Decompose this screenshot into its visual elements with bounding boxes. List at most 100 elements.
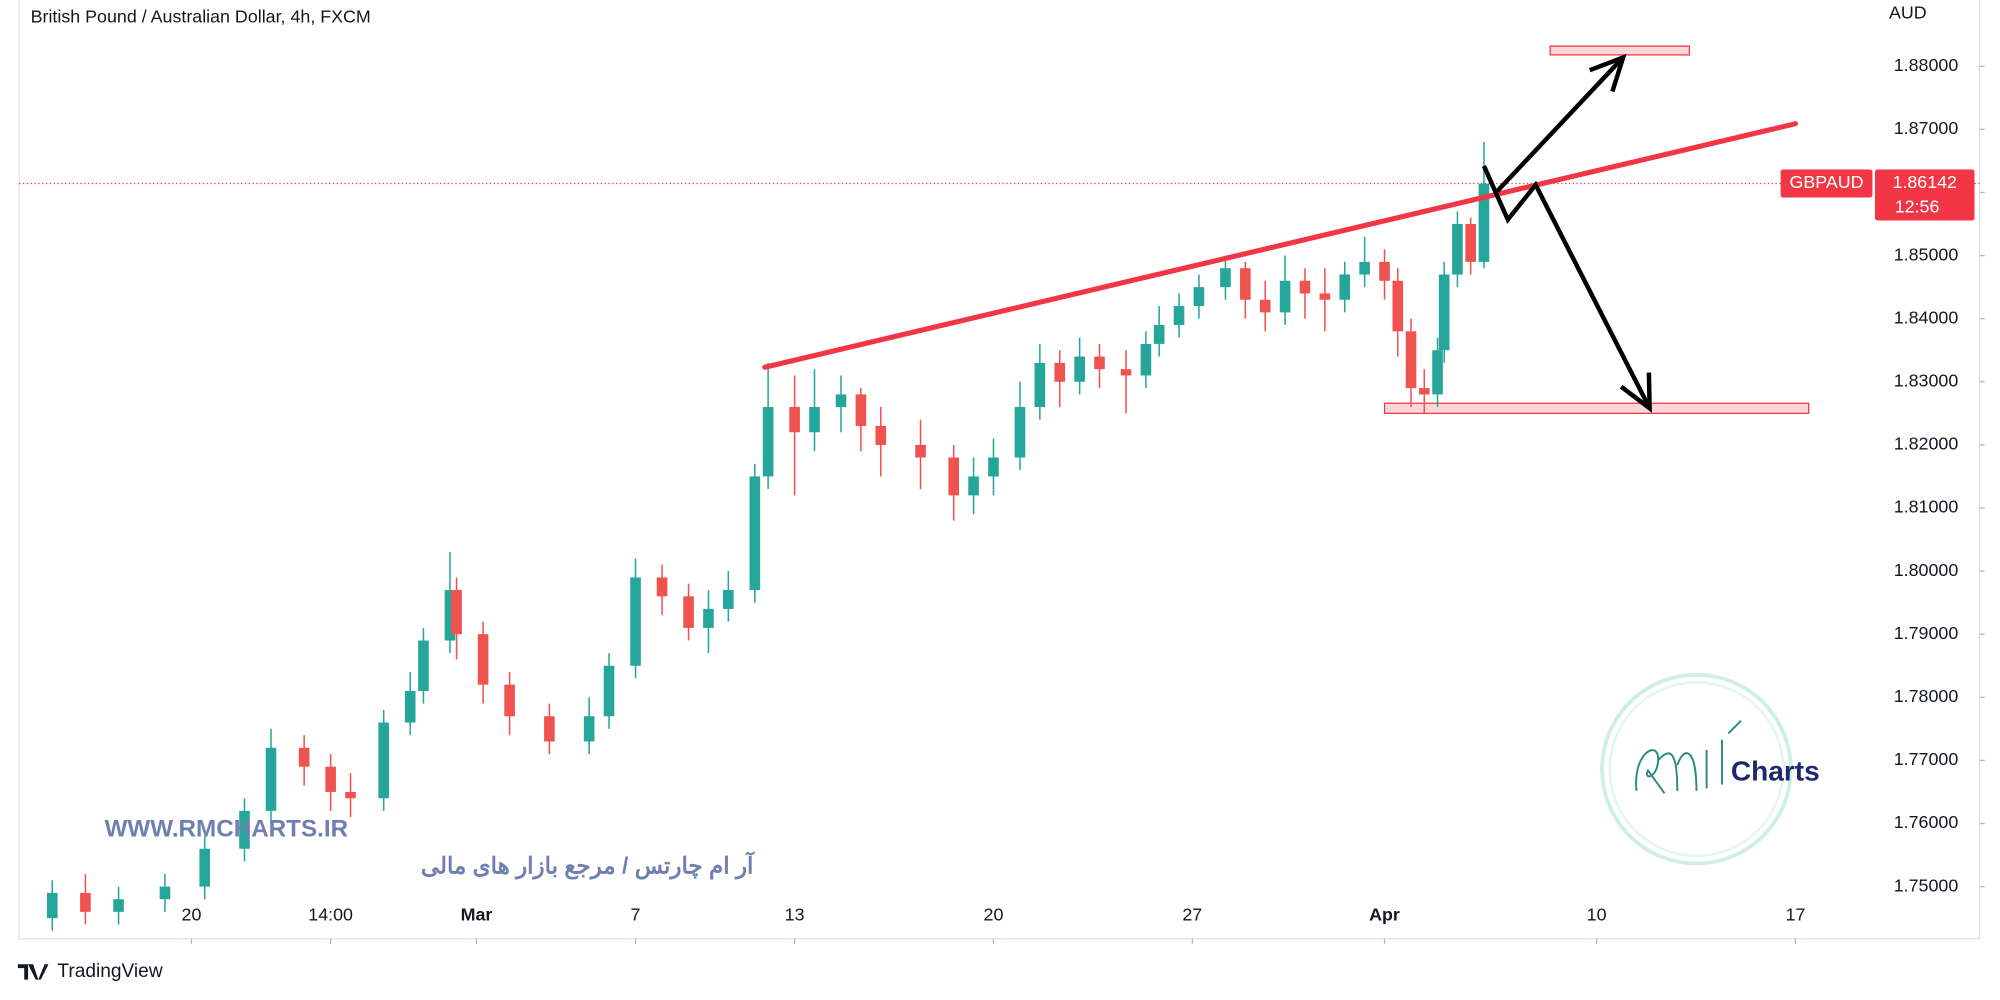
candle-body [1140, 343, 1152, 376]
logo-text: Charts [1731, 755, 1820, 786]
candle-body [325, 766, 336, 792]
candle-body [544, 716, 555, 742]
candle-body [1405, 331, 1417, 389]
candle-body [1359, 261, 1370, 275]
candle-body [345, 791, 356, 799]
x-tick-label: 10 [1587, 905, 1607, 925]
candle-body [1478, 183, 1490, 262]
y-tick-label: 1.78000 [1894, 686, 1959, 706]
y-tick-label: 1.82000 [1894, 434, 1959, 454]
brand-icon [17, 964, 49, 980]
candle-body [1054, 362, 1066, 382]
candle-body [603, 665, 615, 717]
arrow-head [1588, 53, 1627, 93]
candle-body [80, 892, 91, 912]
candle-body [1452, 224, 1463, 275]
candle-body [404, 690, 416, 723]
y-tick-label: 1.88000 [1894, 55, 1959, 75]
candle-body [298, 747, 310, 767]
candle-body [1379, 261, 1390, 281]
candle-body [451, 590, 462, 635]
y-tick-label: 1.84000 [1894, 307, 1959, 327]
watermark-fa: آر ام چارتس / مرجع بازار های مالی [421, 850, 755, 880]
arrow [1495, 55, 1625, 193]
y-tick-label: 1.81000 [1894, 497, 1959, 517]
candle-body [630, 577, 641, 666]
candle-body [723, 590, 734, 609]
arrow [1481, 165, 1652, 410]
y-tick-label: 1.85000 [1894, 244, 1959, 264]
candle-body [504, 684, 515, 717]
candle-body [477, 634, 489, 685]
candle-body [948, 457, 959, 496]
candle-body [1220, 268, 1231, 288]
candle-body [1418, 388, 1430, 395]
arrow-head [1619, 372, 1652, 413]
zone [1549, 45, 1691, 56]
x-tick-label: 17 [1786, 905, 1806, 925]
candle-body [809, 407, 820, 433]
candle-body [749, 476, 761, 591]
logo: Charts [1600, 672, 1820, 866]
candle-body [683, 596, 694, 628]
candle-body [46, 892, 58, 919]
candle-body [1299, 280, 1311, 294]
candle-body [1432, 350, 1443, 395]
x-tick-label: 14:00 [308, 905, 353, 925]
candle-body [378, 722, 389, 799]
candle-body [1240, 268, 1251, 300]
candle-body [789, 407, 800, 433]
candle-body [1153, 324, 1165, 344]
x-tick-label: 20 [182, 905, 202, 925]
candle-body [703, 608, 714, 628]
x-tick-label: Mar [461, 905, 493, 925]
symbol-label: GBPAUD [1790, 172, 1864, 192]
candle-body [988, 457, 999, 477]
price-label: 1.86142 [1892, 172, 1957, 192]
candle-body [835, 394, 847, 408]
candle-body [265, 747, 277, 811]
candle-body [1173, 306, 1185, 325]
candle-body [915, 444, 926, 458]
price-tag [1875, 169, 1975, 221]
brand: TradingView [57, 961, 162, 982]
candle-body [418, 640, 429, 691]
candle-body [968, 476, 979, 496]
candle-body [1193, 287, 1205, 307]
zone [1383, 402, 1810, 414]
y-tick-label: 1.75000 [1894, 875, 1959, 895]
logo-ring [1600, 672, 1793, 866]
logo-ring [1608, 681, 1785, 858]
candle-body [239, 810, 250, 849]
candle-body [855, 394, 867, 426]
candle-body [656, 577, 668, 597]
y-tick-label: 1.87000 [1894, 118, 1959, 138]
candle-body [1094, 356, 1105, 370]
candle-body [1014, 407, 1026, 458]
candle-body [1034, 362, 1046, 408]
candle-body [1465, 224, 1476, 262]
y-tick-label: 1.83000 [1894, 370, 1959, 390]
candle-body [1319, 293, 1331, 300]
trendline [762, 121, 1799, 370]
y-tick-label: 1.76000 [1894, 812, 1959, 832]
chart-title: British Pound / Australian Dollar, 4h, F… [31, 7, 371, 27]
watermark: WWW.RMCHARTS.IR [105, 816, 349, 843]
candle-body [583, 716, 595, 742]
candle-body [199, 848, 211, 887]
y-tick-label: 1.77000 [1894, 749, 1959, 769]
x-tick-label: 27 [1182, 905, 1202, 925]
candle-body [159, 886, 171, 900]
currency-label: AUD [1889, 3, 1927, 23]
countdown: 12:56 [1895, 196, 1940, 216]
y-tick-label: 1.79000 [1894, 623, 1959, 643]
y-tick-label: 1.80000 [1894, 560, 1959, 580]
candle-body [1339, 274, 1351, 300]
candle-body [1438, 274, 1450, 351]
logo-signature [1635, 719, 1742, 794]
candle-body [762, 407, 774, 477]
candle-body [444, 590, 456, 641]
x-tick-label: 7 [631, 905, 641, 925]
